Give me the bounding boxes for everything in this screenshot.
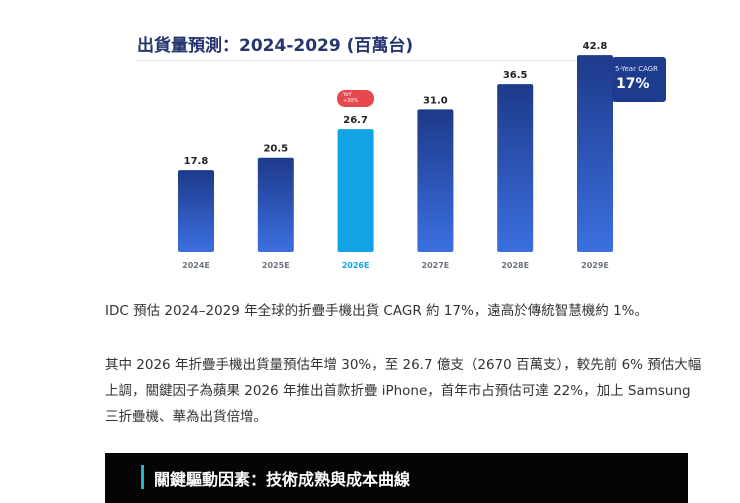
section-banner: 關鍵驅動因素：技術成熟與成本曲線: [105, 453, 688, 503]
value-label: 31.0: [423, 95, 448, 106]
divider: [137, 60, 637, 61]
yoy-badge: YoY +30%: [337, 90, 374, 107]
yoy-value: +30%: [343, 98, 359, 104]
x-tick-label: 2028E: [501, 261, 529, 270]
value-label: 36.5: [503, 70, 528, 81]
paragraph-2: 其中 2026 年折疊手機出貨量預估年增 30%，至 26.7 億支（2670 …: [105, 357, 702, 425]
x-tick-label: 2029E: [581, 261, 609, 270]
bar-2028E: [497, 84, 534, 252]
bar-2027E: [417, 109, 454, 253]
value-label: 42.8: [583, 41, 608, 52]
x-tick-label: 2026E: [342, 261, 370, 270]
bar-2026E: [337, 129, 374, 252]
x-tick-label: 2024E: [182, 261, 210, 270]
yoy-label: YoY: [343, 92, 352, 98]
x-tick-label: 2027E: [422, 261, 450, 270]
x-tick-label: 2025E: [262, 261, 290, 270]
bar-2024E: [178, 170, 214, 252]
section-heading: 關鍵驅動因素：技術成熟與成本曲線: [154, 470, 411, 489]
cagr-label: 5-Year CAGR: [615, 65, 659, 73]
bar-2025E: [257, 157, 294, 252]
accent-bar: [141, 465, 144, 489]
paragraph-1: IDC 預估 2024–2029 年全球的折疊手機出貨 CAGR 約 17%，遠…: [105, 303, 648, 319]
bar-2029E: [577, 55, 613, 253]
bar-chart: 17.8 2024E 20.5 2025E 26.7 2026E 31.0 2027E 36.5…: [178, 41, 613, 270]
cagr-badge: 5-Year CAGR 17%: [612, 57, 666, 102]
value-label: 17.8: [184, 156, 209, 167]
value-label: 20.5: [263, 144, 288, 155]
cagr-value: 17%: [616, 76, 650, 92]
chart-title: 出貨量預測：2024-2029 (百萬台): [137, 36, 414, 56]
value-label: 26.7: [343, 115, 368, 126]
